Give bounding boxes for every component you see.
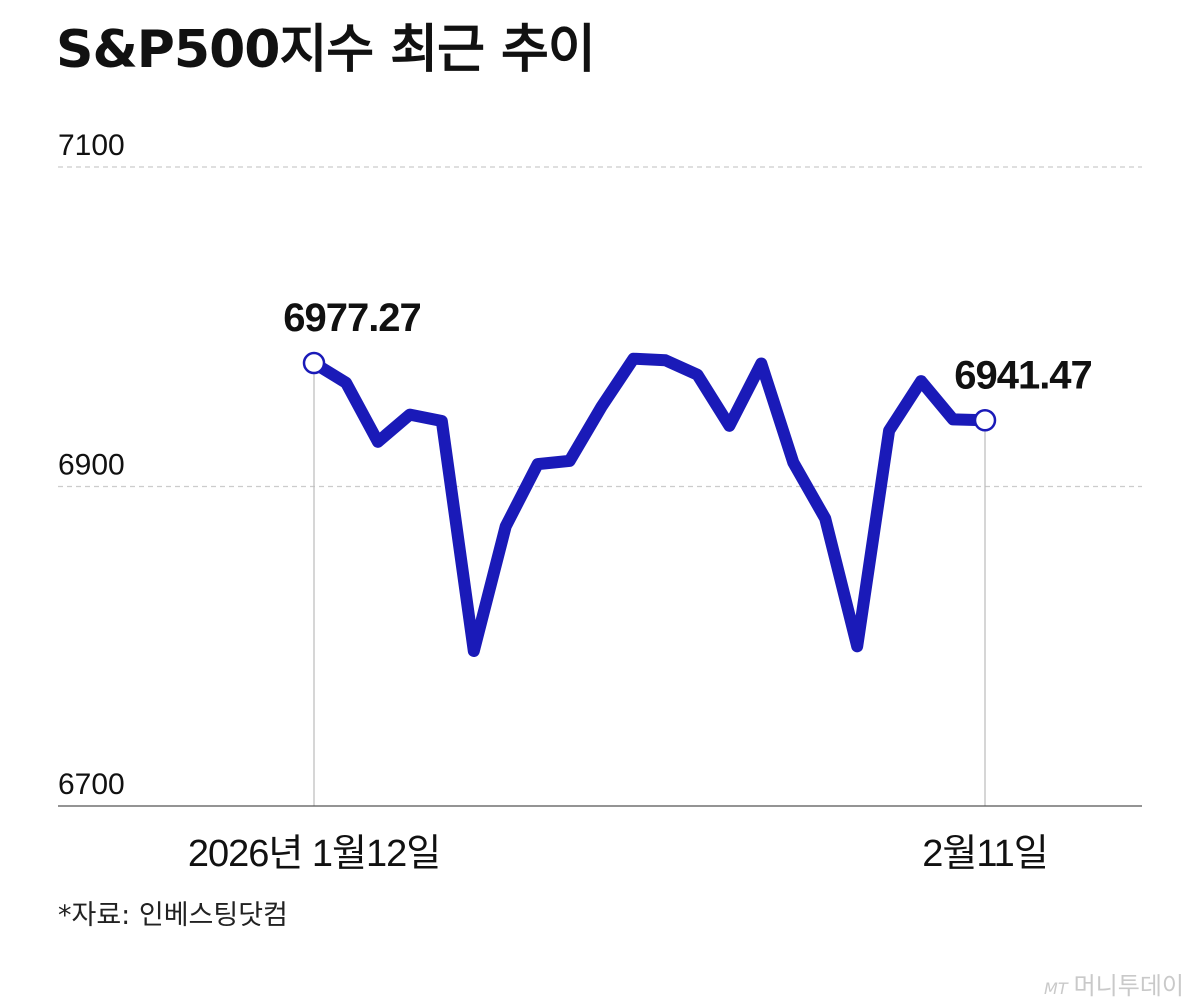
y-tick-label-7100: 7100 [58, 129, 125, 162]
grid-lines [58, 166, 1142, 488]
y-tick-label-6900: 6900 [58, 449, 125, 482]
y-tick-label-6700: 6700 [58, 768, 125, 801]
endpoint-markers [302, 351, 997, 432]
x-label-end: 2월11일 [922, 833, 1048, 875]
data-label: 6941.47 [954, 353, 1092, 397]
x-axis-labels: 2026년 1월12일 2월11일 [188, 833, 1049, 875]
series-line [308, 352, 991, 657]
data-label: 6977.27 [283, 296, 421, 340]
brand-mark: MT [1044, 979, 1068, 998]
source-note: *자료: 인베스팅닷컴 [58, 900, 288, 931]
guide-lines [313, 363, 986, 806]
x-label-start: 2026년 1월12일 [188, 833, 440, 875]
brand-name: 머니투데이 [1073, 972, 1184, 1000]
data-point-marker [302, 351, 326, 375]
chart-title: S&P500지수 최근 추이 [56, 20, 596, 80]
series-lines [308, 352, 991, 657]
brand-logo: MT 머니투데이 [1044, 966, 1184, 1001]
data-point-marker [973, 409, 997, 432]
data-labels: 6977.27 6941.47 [283, 296, 1093, 397]
y-axis-ticks: 7100 6900 6700 [58, 129, 125, 801]
